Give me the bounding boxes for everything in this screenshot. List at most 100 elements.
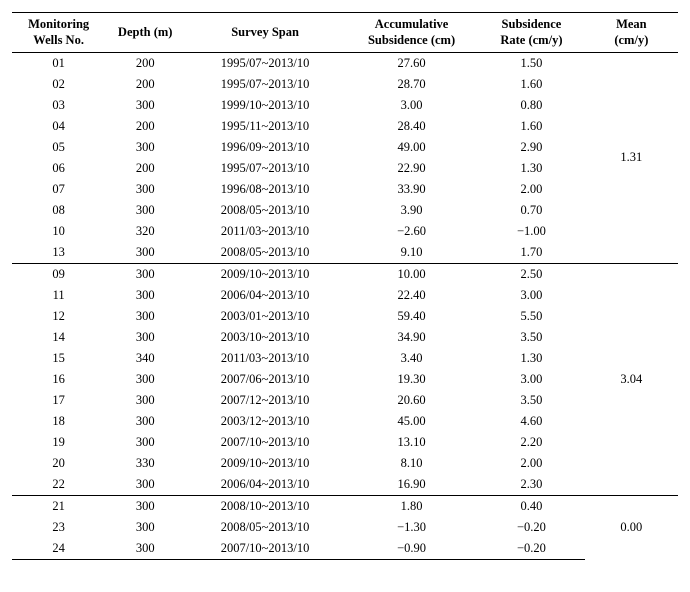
- cell-no: 14: [12, 327, 105, 348]
- col-rate: SubsidenceRate (cm/y): [478, 13, 585, 53]
- cell-span: 2008/10~2013/10: [185, 495, 345, 517]
- cell-rate: 3.50: [478, 390, 585, 411]
- table-row: 042001995/11~2013/1028.401.60: [12, 116, 678, 137]
- table-body: 012001995/07~2013/1027.601.501.310220019…: [12, 52, 678, 559]
- cell-mean: 3.04: [585, 263, 678, 495]
- cell-rate: −0.20: [478, 538, 585, 560]
- cell-rate: 2.00: [478, 453, 585, 474]
- cell-span: 2006/04~2013/10: [185, 285, 345, 306]
- table-row: 163002007/06~2013/1019.303.00: [12, 369, 678, 390]
- cell-rate: 1.30: [478, 348, 585, 369]
- cell-depth: 200: [105, 158, 185, 179]
- table-row: 223002006/04~2013/1016.902.30: [12, 474, 678, 496]
- cell-rate: 2.20: [478, 432, 585, 453]
- cell-no: 07: [12, 179, 105, 200]
- cell-no: 20: [12, 453, 105, 474]
- cell-depth: 300: [105, 390, 185, 411]
- cell-depth: 300: [105, 411, 185, 432]
- cell-acc: 28.70: [345, 74, 478, 95]
- cell-acc: 45.00: [345, 411, 478, 432]
- cell-no: 01: [12, 52, 105, 74]
- table-row: 173002007/12~2013/1020.603.50: [12, 390, 678, 411]
- cell-span: 1995/07~2013/10: [185, 158, 345, 179]
- col-span: Survey Span: [185, 13, 345, 53]
- cell-no: 06: [12, 158, 105, 179]
- table-row: 103202011/03~2013/10−2.60−1.00: [12, 221, 678, 242]
- cell-span: 2009/10~2013/10: [185, 263, 345, 285]
- cell-no: 19: [12, 432, 105, 453]
- cell-span: 2011/03~2013/10: [185, 221, 345, 242]
- cell-no: 18: [12, 411, 105, 432]
- table-row: 033001999/10~2013/103.000.80: [12, 95, 678, 116]
- cell-acc: 9.10: [345, 242, 478, 264]
- cell-depth: 200: [105, 116, 185, 137]
- cell-acc: −1.30: [345, 517, 478, 538]
- cell-rate: 1.30: [478, 158, 585, 179]
- cell-rate: −0.20: [478, 517, 585, 538]
- subsidence-table: MonitoringWells No. Depth (m) Survey Spa…: [12, 12, 678, 560]
- cell-depth: 300: [105, 263, 185, 285]
- table-row: 073001996/08~2013/1033.902.00: [12, 179, 678, 200]
- col-acc: AccumulativeSubsidence (cm): [345, 13, 478, 53]
- cell-no: 23: [12, 517, 105, 538]
- cell-no: 04: [12, 116, 105, 137]
- cell-no: 03: [12, 95, 105, 116]
- cell-rate: 2.30: [478, 474, 585, 496]
- cell-depth: 300: [105, 285, 185, 306]
- table-row: 022001995/07~2013/1028.701.60: [12, 74, 678, 95]
- cell-acc: 22.90: [345, 158, 478, 179]
- cell-rate: 1.60: [478, 74, 585, 95]
- table-row: 053001996/09~2013/1049.002.90: [12, 137, 678, 158]
- cell-no: 16: [12, 369, 105, 390]
- cell-depth: 300: [105, 306, 185, 327]
- cell-no: 24: [12, 538, 105, 560]
- cell-acc: 27.60: [345, 52, 478, 74]
- cell-depth: 300: [105, 495, 185, 517]
- cell-rate: 1.60: [478, 116, 585, 137]
- cell-depth: 320: [105, 221, 185, 242]
- cell-span: 1996/08~2013/10: [185, 179, 345, 200]
- table-row: 123002003/01~2013/1059.405.50: [12, 306, 678, 327]
- cell-depth: 300: [105, 432, 185, 453]
- cell-rate: 2.00: [478, 179, 585, 200]
- cell-acc: 3.90: [345, 200, 478, 221]
- cell-span: 2008/05~2013/10: [185, 200, 345, 221]
- table-row: 233002008/05~2013/10−1.30−0.20: [12, 517, 678, 538]
- cell-no: 12: [12, 306, 105, 327]
- cell-acc: 33.90: [345, 179, 478, 200]
- cell-acc: −0.90: [345, 538, 478, 560]
- cell-no: 08: [12, 200, 105, 221]
- cell-depth: 300: [105, 474, 185, 496]
- cell-depth: 300: [105, 137, 185, 158]
- cell-depth: 300: [105, 200, 185, 221]
- cell-acc: 22.40: [345, 285, 478, 306]
- cell-acc: 10.00: [345, 263, 478, 285]
- cell-depth: 330: [105, 453, 185, 474]
- cell-rate: 0.80: [478, 95, 585, 116]
- cell-span: 2007/12~2013/10: [185, 390, 345, 411]
- table-row: 012001995/07~2013/1027.601.501.31: [12, 52, 678, 74]
- cell-rate: 0.40: [478, 495, 585, 517]
- cell-depth: 300: [105, 369, 185, 390]
- cell-depth: 300: [105, 179, 185, 200]
- cell-span: 2007/10~2013/10: [185, 538, 345, 560]
- cell-acc: 3.40: [345, 348, 478, 369]
- table-row: 193002007/10~2013/1013.102.20: [12, 432, 678, 453]
- cell-rate: 3.00: [478, 369, 585, 390]
- cell-span: 1995/07~2013/10: [185, 52, 345, 74]
- cell-acc: 8.10: [345, 453, 478, 474]
- cell-no: 21: [12, 495, 105, 517]
- cell-acc: 34.90: [345, 327, 478, 348]
- cell-acc: 59.40: [345, 306, 478, 327]
- cell-rate: −1.00: [478, 221, 585, 242]
- table-row: 133002008/05~2013/109.101.70: [12, 242, 678, 264]
- cell-acc: 16.90: [345, 474, 478, 496]
- cell-no: 13: [12, 242, 105, 264]
- table-row: 213002008/10~2013/101.800.400.00: [12, 495, 678, 517]
- cell-acc: 20.60: [345, 390, 478, 411]
- cell-depth: 300: [105, 517, 185, 538]
- cell-rate: 2.90: [478, 137, 585, 158]
- col-wells: MonitoringWells No.: [12, 13, 105, 53]
- table-row: 062001995/07~2013/1022.901.30: [12, 158, 678, 179]
- cell-depth: 200: [105, 52, 185, 74]
